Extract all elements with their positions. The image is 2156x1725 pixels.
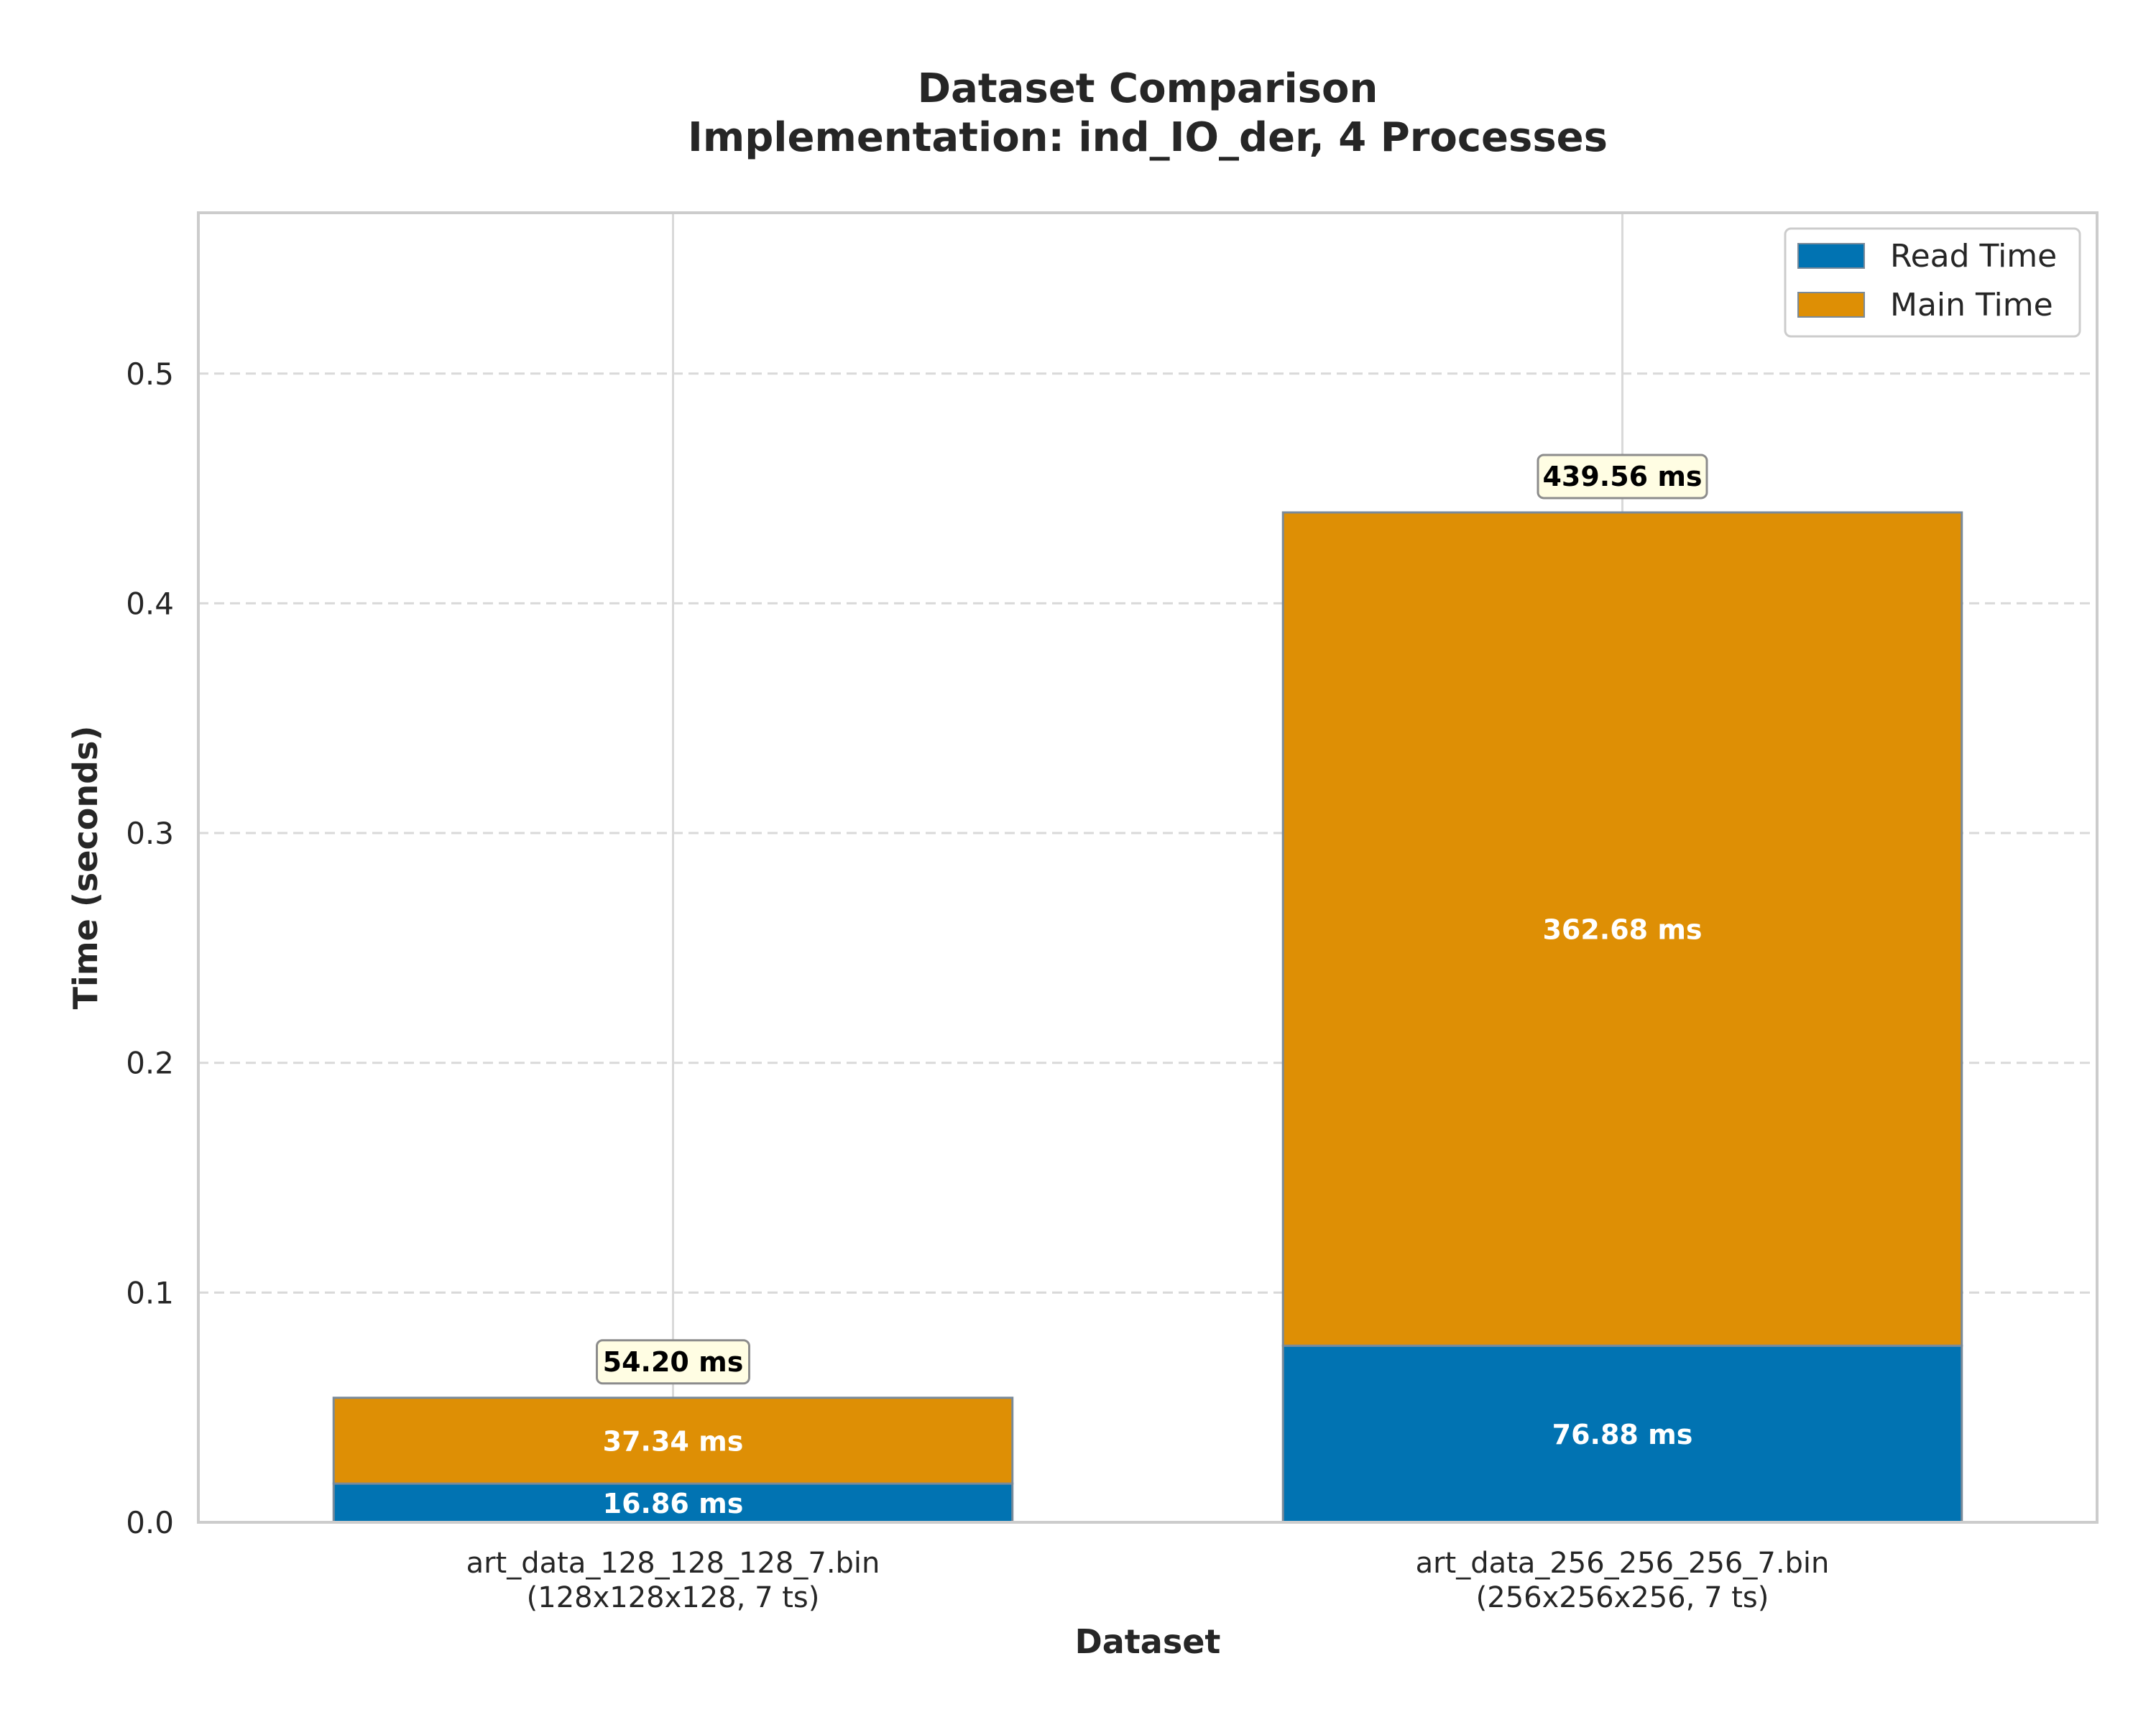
total-label-box	[1537, 454, 1708, 500]
y-ticks: 0.0 0.1 0.2 0.3 0.4 0.5	[126, 356, 174, 1540]
bar-segment-main-time	[1281, 511, 1963, 1347]
plot-frame	[197, 211, 2099, 1524]
bar-segment-label: 16.86 ms	[603, 1488, 744, 1519]
x-tick-label: (128x128x128, 7 ts)	[527, 1581, 820, 1614]
y-tick-label: 0.4	[126, 586, 174, 621]
total-label: 439.56 ms	[1542, 461, 1702, 492]
x-tick-label: (256x256x256, 7 ts)	[1476, 1581, 1769, 1614]
y-tick-label: 0.2	[126, 1046, 174, 1081]
legend-label-main-time: Main Time	[1890, 287, 2053, 323]
y-axis-label: Time (seconds)	[66, 726, 105, 1010]
bar-segment-label: 76.88 ms	[1552, 1419, 1693, 1450]
y-tick-label: 0.5	[126, 356, 174, 392]
legend-label-read-time: Read Time	[1890, 238, 2057, 275]
bars: 16.86 ms 37.34 ms 54.20 ms 76.88 ms 362.68 m…	[332, 454, 1963, 1524]
bar-segment-main-time	[332, 1397, 1014, 1485]
legend-swatch-main-time	[1797, 292, 1865, 318]
chart-title: Dataset Comparison	[918, 65, 1378, 112]
legend-swatch-read-time	[1797, 243, 1865, 269]
total-label-box	[596, 1339, 750, 1385]
y-tick-label: 0.3	[126, 816, 174, 851]
x-ticks: art_data_128_128_128_7.bin(128x128x128, …	[466, 1547, 1830, 1614]
bar-segment-label: 37.34 ms	[603, 1425, 744, 1457]
bar-segment-label: 362.68 ms	[1542, 914, 1702, 946]
grid	[198, 213, 2097, 1522]
x-tick-label: art_data_256_256_256_7.bin	[1416, 1547, 1830, 1580]
y-tick-label: 0.0	[126, 1505, 174, 1540]
x-tick-label: art_data_128_128_128_7.bin	[466, 1547, 880, 1580]
total-label: 54.20 ms	[603, 1346, 744, 1378]
x-axis-label: Dataset	[1075, 1622, 1221, 1661]
legend: Read Time Main Time	[1784, 227, 2081, 338]
chart-subtitle: Implementation: ind_IO_der, 4 Processes	[688, 114, 1608, 161]
y-tick-label: 0.1	[126, 1275, 174, 1310]
